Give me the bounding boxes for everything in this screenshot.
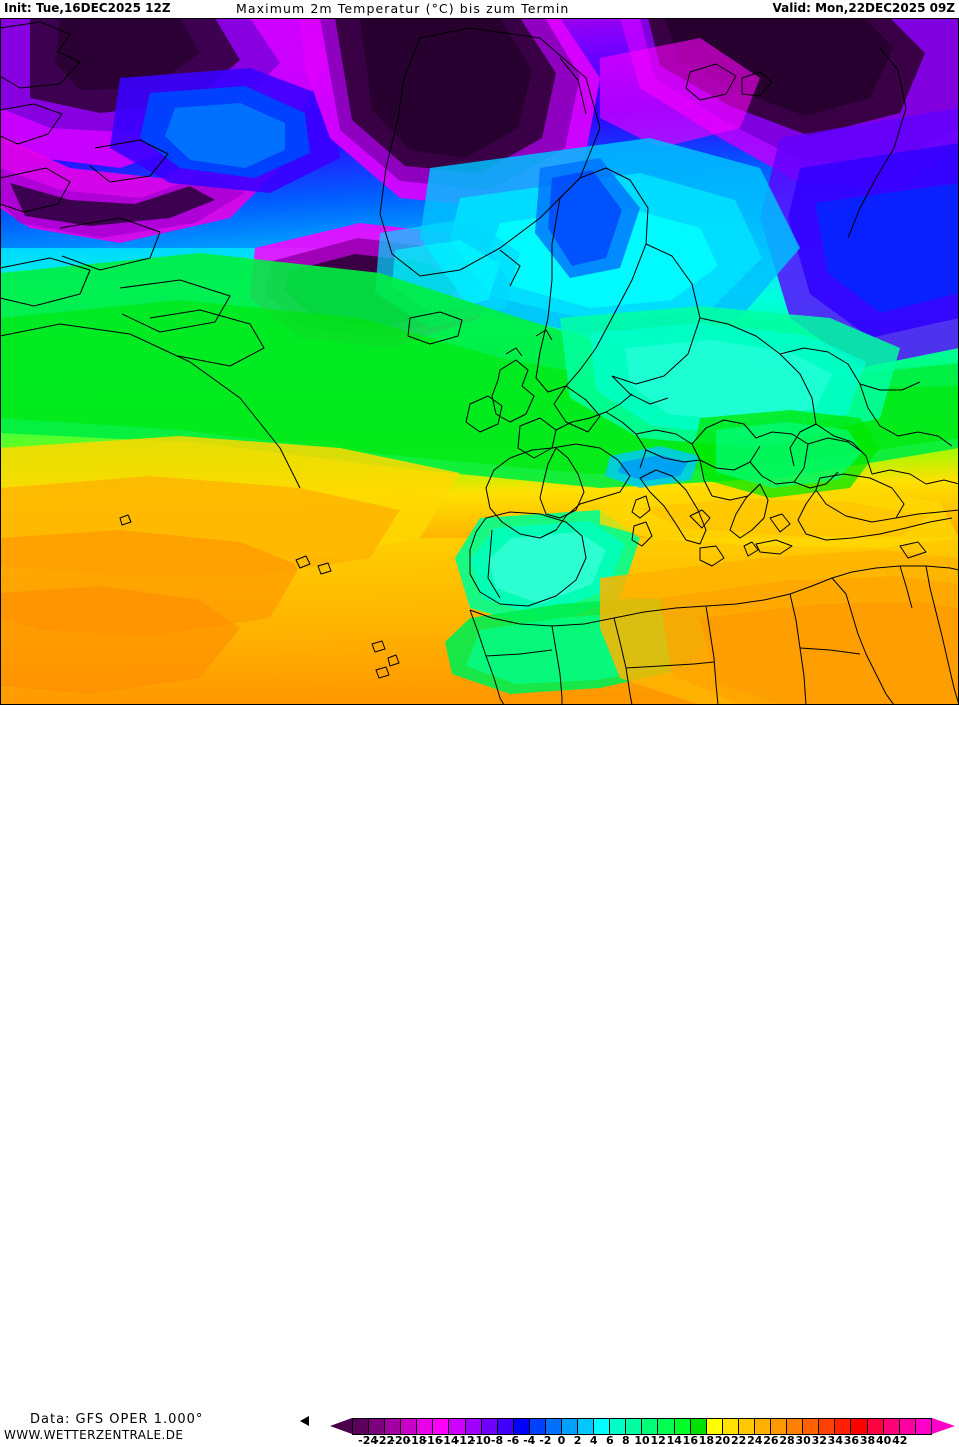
color-swatch (851, 1419, 868, 1434)
color-swatch (835, 1419, 852, 1434)
color-swatch (433, 1419, 450, 1434)
color-swatch (401, 1419, 418, 1434)
scale-tick-label: -8 (490, 1434, 504, 1447)
init-time-label: Init: Tue,16DEC2025 12Z (4, 1, 171, 15)
color-swatch (722, 1419, 739, 1434)
scale-tick-label: -10 (470, 1434, 491, 1447)
cold-anomaly-siberia (600, 18, 959, 368)
color-swatch (690, 1419, 707, 1434)
scale-tick-label: 0 (557, 1434, 566, 1447)
color-swatch (883, 1419, 900, 1434)
coastlines-and-borders (0, 21, 959, 705)
color-swatch (658, 1419, 675, 1434)
play-arrow-icon[interactable] (300, 1416, 309, 1426)
scale-tick-label: 24 (747, 1434, 763, 1447)
color-swatch (803, 1419, 820, 1434)
color-swatch (754, 1419, 772, 1434)
scale-tick-label: 6 (605, 1434, 614, 1447)
map-footer: Data: GFS OPER 1.000° WWW.WETTERZENTRALE… (0, 705, 959, 1447)
cold-anomaly-arctic (0, 18, 340, 243)
scale-tick-label: 8 (622, 1434, 630, 1447)
color-swatch (562, 1419, 579, 1434)
scale-tick-label: 28 (779, 1434, 795, 1447)
scale-tick-label: -2 (539, 1434, 552, 1447)
temperature-field (0, 18, 959, 705)
color-swatch (674, 1419, 691, 1434)
color-swatch (545, 1419, 563, 1434)
scale-tick-label: 40 (876, 1434, 892, 1447)
warm-band-south (0, 436, 959, 705)
color-swatch (819, 1419, 836, 1434)
color-scale-swatches (352, 1418, 932, 1435)
scale-tick-label: 4 (589, 1434, 598, 1447)
scale-tick-label: 16 (682, 1434, 698, 1447)
color-swatch (594, 1419, 611, 1434)
scale-tick-label: 12 (650, 1434, 666, 1447)
map-header: Init: Tue,16DEC2025 12Z Maximum 2m Tempe… (0, 0, 959, 18)
color-swatch (369, 1419, 386, 1434)
valid-time-label: Valid: Mon,22DEC2025 09Z (772, 1, 955, 15)
data-source-label: Data: GFS OPER 1.000° (30, 1412, 204, 1427)
scale-tick-label: 42 (892, 1434, 908, 1447)
temperature-map[interactable] (0, 18, 959, 705)
scale-tick-label: 18 (698, 1434, 715, 1447)
color-swatch (497, 1419, 514, 1434)
color-swatch (481, 1419, 498, 1434)
scale-above-max-arrow-icon (932, 1418, 955, 1434)
color-swatch (915, 1419, 931, 1434)
scale-tick-label: -6 (506, 1434, 520, 1447)
website-label: WWW.WETTERZENTRALE.DE (4, 1428, 184, 1442)
iberia-cool-area (455, 510, 640, 628)
scale-tick-label: 2 (573, 1434, 582, 1447)
scale-tick-label: 26 (763, 1434, 779, 1447)
color-scale-tick-labels: -24 -22 -20 -18 -16 -14 -12 -10 -8 -6 -4 -2 0 2 4 6 8 10 1… (330, 1434, 955, 1447)
color-swatch (465, 1419, 482, 1434)
scale-tick-label: 10 (634, 1434, 650, 1447)
color-swatch (867, 1419, 884, 1434)
scale-below-min-arrow-icon (330, 1418, 352, 1434)
cool-band-nordic (420, 138, 800, 338)
scale-tick-label: 30 (795, 1434, 811, 1447)
color-swatch (706, 1419, 723, 1434)
color-swatch (385, 1419, 402, 1434)
color-swatch (771, 1419, 788, 1434)
scale-tick-label: 36 (843, 1434, 860, 1447)
color-swatch (513, 1419, 530, 1434)
color-swatch (449, 1419, 466, 1434)
scale-tick-label: 32 (811, 1434, 827, 1447)
scale-tick-label: -4 (523, 1434, 536, 1447)
color-swatch (899, 1419, 916, 1434)
color-swatch (642, 1419, 659, 1434)
color-swatch (738, 1419, 755, 1434)
scale-tick-label: 14 (666, 1434, 682, 1447)
color-swatch (417, 1419, 434, 1434)
color-swatch (578, 1419, 595, 1434)
color-swatch (529, 1419, 546, 1434)
scale-tick-label: 20 (714, 1434, 731, 1447)
scale-tick-label: 22 (731, 1434, 747, 1447)
color-swatch (353, 1419, 370, 1434)
scale-tick-label: 38 (859, 1434, 876, 1447)
color-swatch (610, 1419, 627, 1434)
scale-tick-label: 34 (827, 1434, 843, 1447)
color-swatch (787, 1419, 804, 1434)
color-scale-bar (330, 1418, 955, 1435)
color-swatch (626, 1419, 643, 1434)
page-title: Maximum 2m Temperatur (°C) bis zum Termi… (236, 1, 570, 16)
